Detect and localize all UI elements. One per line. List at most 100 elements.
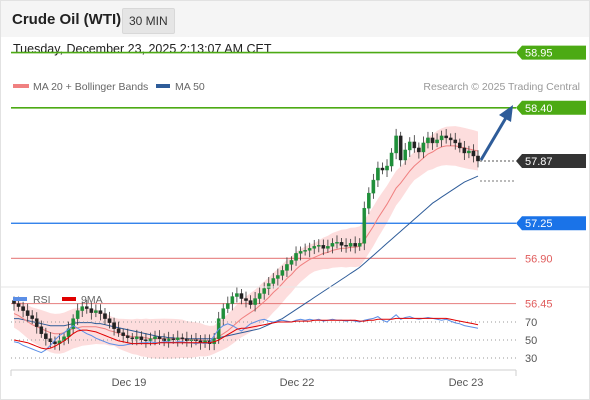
rsi-gridlines	[11, 321, 516, 359]
level-label-4: 56.90	[525, 253, 553, 265]
candle-up	[257, 293, 262, 299]
candle-down	[25, 310, 30, 316]
candle-up	[266, 283, 271, 289]
candle-up	[135, 336, 139, 339]
candle-up	[294, 253, 298, 261]
candle-up	[394, 135, 398, 154]
candle-down	[471, 150, 476, 157]
candle-up	[80, 306, 85, 311]
x-tick-label-1: Dec 22	[280, 377, 315, 389]
candle-down	[125, 335, 130, 338]
candle-up	[303, 250, 307, 252]
rsi-legend-label: RSI	[33, 294, 51, 306]
price-level-tags: 58.95 58.40 57.87 57.25 56.90 56.45	[516, 45, 586, 311]
instrument-title: Crude Oil (WTI)	[12, 11, 122, 28]
candle-down	[12, 300, 16, 304]
candle-down	[444, 135, 448, 139]
candle-down	[103, 313, 107, 319]
candle-down	[244, 298, 248, 301]
rsi-axis-labels: 70 50 30	[525, 317, 537, 365]
candle-up	[435, 139, 439, 144]
candle-up	[75, 310, 80, 319]
x-axis: Dec 19 Dec 22 Dec 23	[10, 370, 517, 389]
rsi-ma-legend-swatch	[62, 297, 76, 301]
candle-up	[385, 165, 389, 171]
candle-up	[230, 296, 235, 304]
candle-down	[130, 337, 135, 339]
candle-up	[153, 336, 157, 339]
candle-down	[417, 147, 421, 153]
candle-up	[175, 337, 180, 340]
candle-down	[162, 338, 166, 341]
candle-up	[312, 246, 317, 249]
candle-down	[248, 300, 253, 305]
x-tick-label-2: Dec 23	[449, 377, 484, 389]
rsi-legend-swatch	[13, 297, 27, 301]
candle-down	[53, 341, 57, 344]
candle-up	[285, 264, 289, 271]
candle-down	[321, 245, 326, 249]
candle-down	[98, 310, 103, 314]
projection-arrow-head	[499, 105, 513, 122]
level-tag-0	[516, 45, 586, 60]
level-tag-2	[516, 154, 586, 168]
candle-down	[16, 303, 21, 307]
candle-up	[426, 137, 430, 144]
candle-down	[448, 137, 453, 141]
candle-up	[148, 338, 153, 341]
candle-up	[298, 251, 303, 254]
timeframe-button[interactable]: 30 MIN	[122, 8, 175, 34]
candle-down	[116, 328, 121, 333]
level-label-5: 56.45	[525, 299, 553, 311]
candle-up	[335, 242, 339, 244]
candle-up	[262, 288, 266, 294]
candle-down	[430, 137, 435, 144]
bollinger-band	[14, 126, 478, 359]
chart-header: Crude Oil (WTI) 30 MIN	[1, 1, 589, 37]
candle-down	[39, 326, 44, 334]
level-tag-label-2: 57.87	[525, 156, 553, 168]
candle-up	[235, 293, 239, 297]
candle-up	[253, 298, 257, 305]
candle-down	[30, 315, 34, 319]
candle-down	[453, 139, 458, 144]
candle-up	[280, 270, 285, 276]
candle-down	[458, 142, 462, 149]
candle-down	[84, 306, 89, 309]
level-lines	[11, 51, 516, 305]
projection-arrow-line	[479, 115, 509, 161]
candle-up	[362, 207, 367, 244]
candle-up	[289, 260, 294, 265]
candle-down	[21, 306, 25, 311]
candle-up	[367, 192, 371, 209]
candle-up	[221, 308, 226, 319]
projection-arrow	[479, 105, 513, 161]
level-tag-label-1: 58.40	[525, 103, 553, 115]
ma50-legend-label: MA 50	[175, 81, 205, 93]
candle-up	[467, 150, 471, 154]
x-tick-label-0: Dec 19	[112, 377, 147, 389]
candle-down	[344, 245, 348, 247]
ma50-line	[14, 175, 479, 340]
ma20-legend-swatch	[13, 84, 29, 88]
rsi-lines	[13, 314, 479, 354]
rsi-axis-label-30: 30	[525, 353, 537, 365]
candle-up	[330, 243, 335, 247]
candle-up	[357, 243, 362, 247]
candle-up	[348, 243, 353, 247]
rsi-ma-legend-label: 9MA	[81, 294, 103, 306]
candle-down	[462, 147, 467, 154]
candle-up	[226, 303, 230, 309]
candle-down	[44, 333, 48, 339]
level-tag-label-0: 58.95	[525, 48, 553, 60]
candle-up	[276, 275, 280, 279]
candle-up	[326, 246, 330, 249]
credit-text: Research © 2025 Trading Central	[423, 81, 580, 93]
candle-down	[171, 338, 176, 340]
candle-up	[376, 167, 380, 181]
bollinger-band-fill	[14, 126, 478, 359]
level-tag-label-3: 57.25	[525, 218, 553, 230]
candle-down	[34, 318, 39, 327]
ma50-legend-swatch	[156, 84, 170, 88]
